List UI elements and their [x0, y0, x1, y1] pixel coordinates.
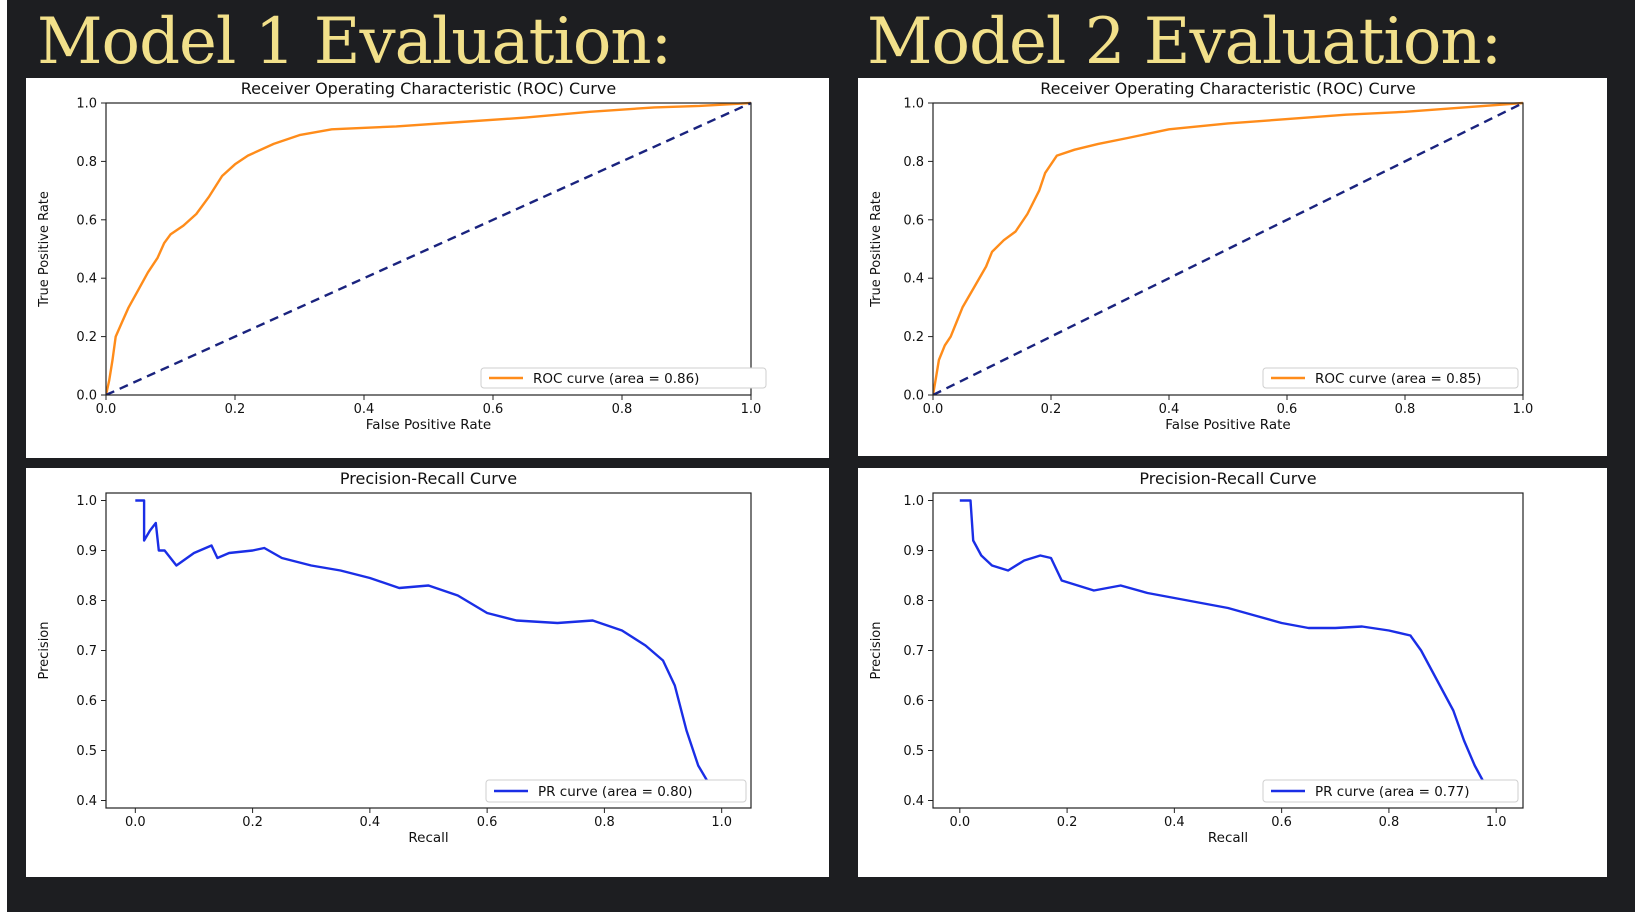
y-tick-label: 0.4 — [903, 794, 924, 809]
x-tick-label: 1.0 — [1486, 815, 1507, 830]
legend-label: ROC curve (area = 0.86) — [533, 371, 699, 387]
x-tick-label: 1.0 — [741, 402, 762, 417]
y-tick-label: 0.8 — [903, 155, 924, 170]
y-tick-label: 0.8 — [903, 594, 924, 609]
chart-svg: Precision-Recall Curve 0.0 0.2 0.4 0.6 0.8 1.0… — [37, 469, 752, 846]
y-tick-label: 0.2 — [903, 330, 924, 345]
model-1-pr-chart: Precision-Recall Curve 0.0 0.2 0.4 0.6 0.8 1.0… — [26, 468, 829, 877]
axes-frame — [932, 492, 1524, 809]
y-tick-label: 0.0 — [76, 389, 97, 404]
x-axis-label: False Positive Rate — [1165, 417, 1290, 433]
model-1-heading: Model 1 Evaluation: — [37, 5, 672, 79]
x-tick-label: 0.8 — [1379, 815, 1400, 830]
x-tick-label: 0.6 — [483, 402, 504, 417]
x-tick-label: 1.0 — [1513, 402, 1534, 417]
y-axis-label: True Positive Rate — [869, 191, 884, 308]
x-tick-label: 0.0 — [96, 402, 117, 417]
x-tick-label: 0.6 — [1271, 815, 1292, 830]
y-tick-label: 0.5 — [76, 744, 97, 759]
x-axis-label: Recall — [408, 830, 448, 846]
legend-box — [480, 367, 767, 389]
x-axis-label: Recall — [1208, 830, 1248, 846]
y-tick-label: 0.9 — [76, 544, 97, 559]
y-tick-label: 0.9 — [903, 544, 924, 559]
chart-svg: Precision-Recall Curve 0.0 0.2 0.4 0.6 0.8 1.0… — [869, 469, 1524, 846]
y-tick-label: 0.7 — [903, 644, 924, 659]
x-tick-label: 0.2 — [1057, 815, 1078, 830]
series-line — [135, 499, 712, 787]
x-tick-label: 0.6 — [477, 815, 498, 830]
y-tick-label: 0.6 — [903, 694, 924, 709]
legend-label: PR curve (area = 0.77) — [1315, 784, 1470, 800]
y-tick-label: 0.2 — [76, 330, 97, 345]
axes-frame — [105, 492, 752, 809]
axes-frame — [105, 102, 752, 396]
x-tick-label: 0.4 — [360, 815, 381, 830]
y-tick-label: 0.6 — [76, 213, 97, 228]
x-tick-label: 1.0 — [711, 815, 732, 830]
chart-title: Precision-Recall Curve — [1139, 469, 1316, 488]
slide: Model 1 Evaluation: Model 2 Evaluation: … — [7, 0, 1635, 912]
series-line — [959, 499, 1487, 787]
chart-title: Receiver Operating Characteristic (ROC) … — [1040, 79, 1415, 98]
y-axis-label: Precision — [869, 621, 884, 679]
x-tick-label: 0.2 — [225, 402, 246, 417]
y-tick-label: 0.7 — [76, 644, 97, 659]
model-2-roc-chart: Receiver Operating Characteristic (ROC) … — [858, 78, 1607, 456]
legend-box — [1262, 779, 1519, 803]
y-axis-label: Precision — [37, 621, 52, 679]
chance-line — [106, 101, 751, 395]
x-tick-label: 0.0 — [923, 402, 944, 417]
y-tick-label: 0.0 — [903, 389, 924, 404]
y-tick-label: 0.6 — [903, 213, 924, 228]
model-2-pr-chart: Precision-Recall Curve 0.0 0.2 0.4 0.6 0.8 1.0… — [858, 468, 1607, 877]
chart-svg: Receiver Operating Characteristic (ROC) … — [37, 79, 767, 433]
chart-title: Precision-Recall Curve — [340, 469, 517, 488]
x-tick-label: 0.4 — [1159, 402, 1180, 417]
x-tick-label: 0.8 — [612, 402, 633, 417]
y-tick-label: 0.8 — [76, 155, 97, 170]
y-tick-label: 0.8 — [76, 594, 97, 609]
y-tick-label: 1.0 — [76, 494, 97, 509]
x-tick-label: 0.4 — [354, 402, 375, 417]
legend-box — [485, 779, 747, 803]
x-tick-label: 0.4 — [1164, 815, 1185, 830]
x-tick-label: 0.2 — [1041, 402, 1062, 417]
y-tick-label: 0.4 — [903, 272, 924, 287]
series-line — [933, 101, 1523, 395]
y-axis-label: True Positive Rate — [37, 191, 52, 308]
y-tick-label: 1.0 — [903, 97, 924, 112]
x-tick-label: 0.6 — [1277, 402, 1298, 417]
legend-label: ROC curve (area = 0.85) — [1315, 371, 1481, 387]
x-tick-label: 0.8 — [1395, 402, 1416, 417]
x-axis-label: False Positive Rate — [366, 417, 491, 433]
y-tick-label: 1.0 — [76, 97, 97, 112]
axes-frame — [932, 102, 1524, 396]
x-tick-label: 0.0 — [949, 815, 970, 830]
series-line — [106, 101, 751, 395]
x-tick-label: 0.0 — [125, 815, 146, 830]
x-tick-label: 0.8 — [594, 815, 615, 830]
legend-label: PR curve (area = 0.80) — [538, 784, 693, 800]
y-tick-label: 1.0 — [903, 494, 924, 509]
y-tick-label: 0.5 — [903, 744, 924, 759]
chart-title: Receiver Operating Characteristic (ROC) … — [241, 79, 616, 98]
chance-line — [933, 101, 1523, 395]
y-tick-label: 0.4 — [76, 272, 97, 287]
chart-svg: Receiver Operating Characteristic (ROC) … — [869, 79, 1534, 433]
y-tick-label: 0.4 — [76, 794, 97, 809]
model-1-roc-chart: Receiver Operating Characteristic (ROC) … — [26, 78, 829, 458]
model-2-heading: Model 2 Evaluation: — [867, 5, 1502, 79]
x-tick-label: 0.2 — [242, 815, 263, 830]
legend-box — [1262, 367, 1519, 389]
y-tick-label: 0.6 — [76, 694, 97, 709]
